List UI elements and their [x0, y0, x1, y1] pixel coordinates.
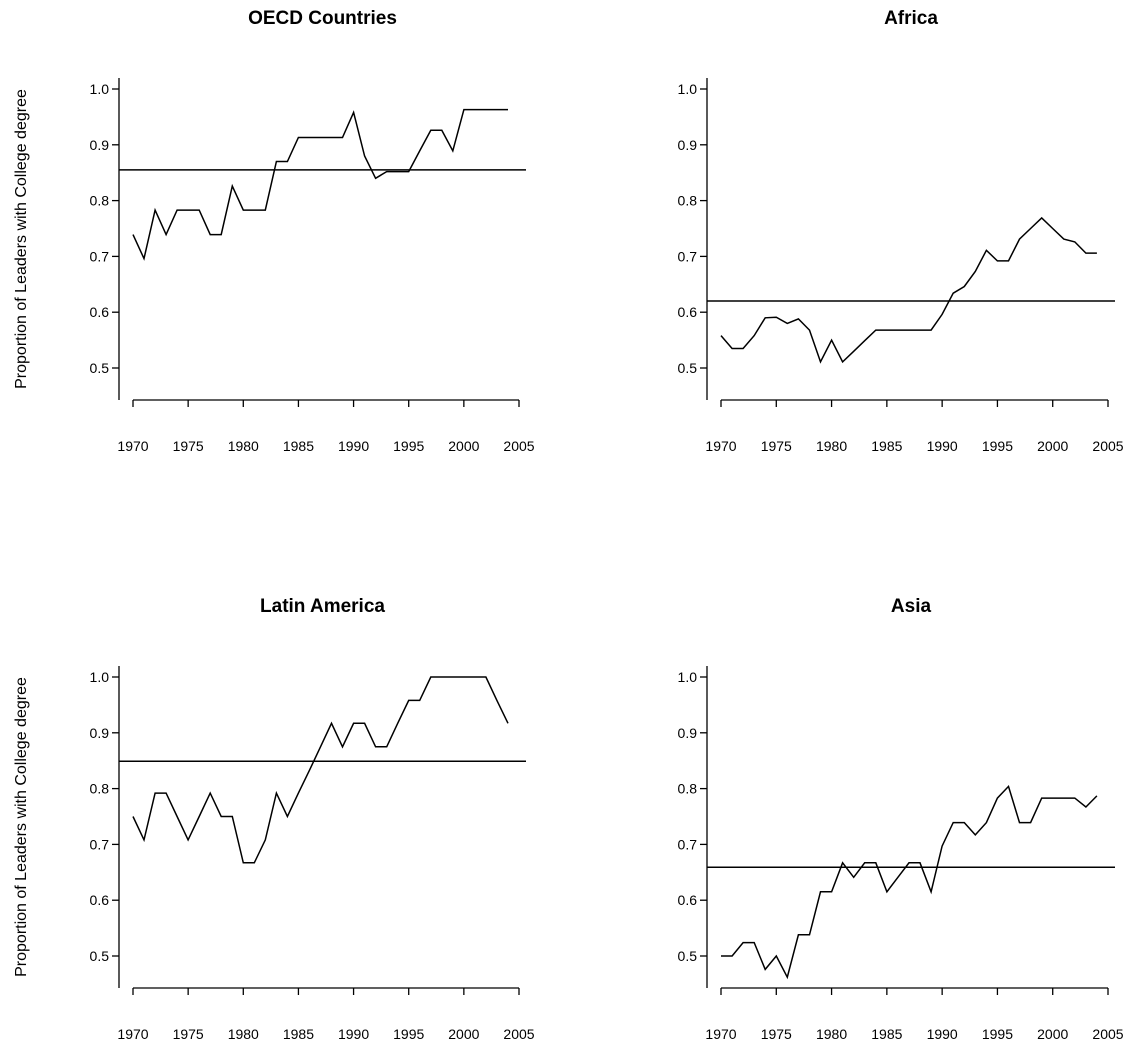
y-tick-label: 0.5 — [90, 948, 110, 964]
y-tick-label: 0.6 — [90, 304, 110, 320]
x-tick-label: 1990 — [338, 438, 369, 454]
chart-panel-0: OECD Countries Proportion of Leaders with… — [13, 8, 535, 454]
y-tick-label: 0.9 — [678, 137, 698, 153]
x-tick-label: 1990 — [927, 438, 958, 454]
x-tick-label: 2000 — [448, 1026, 479, 1042]
series-line-0 — [721, 784, 1098, 980]
x-tick-label: 1970 — [705, 438, 736, 454]
x-tick-label: 2005 — [503, 1026, 534, 1042]
y-tick-label: 1.0 — [678, 669, 698, 685]
series-line-0 — [720, 216, 1097, 364]
y-tick-label: 0.7 — [678, 248, 698, 264]
x-tick-label: 2005 — [1092, 438, 1123, 454]
x-tick-label: 1985 — [871, 438, 902, 454]
chart-title: Latin America — [260, 596, 385, 617]
y-axis-label: Proportion of Leaders with College degre… — [13, 677, 30, 977]
y-axis-label: Proportion of Leaders with College degre… — [13, 89, 30, 389]
x-tick-label: 1995 — [393, 1026, 424, 1042]
chart-panel-1: Africa 0.5 0.6 0.7 0.8 0.9 1.0 1970 1975 1980 1985… — [678, 8, 1124, 454]
chart-panel-3: Asia 0.5 0.6 0.7 0.8 0.9 1.0 1970 1975 1980 1985 19… — [678, 596, 1124, 1042]
y-tick-label: 0.9 — [90, 137, 110, 153]
y-tick-label: 0.7 — [678, 836, 698, 852]
x-tick-label: 2005 — [503, 438, 534, 454]
y-tick-label: 0.6 — [678, 304, 698, 320]
y-tick-label: 0.7 — [90, 248, 110, 264]
x-tick-label: 1995 — [393, 438, 424, 454]
y-tick-label: 0.8 — [678, 781, 698, 797]
series-line-0 — [132, 108, 508, 261]
x-tick-label: 2000 — [448, 438, 479, 454]
x-tick-label: 1975 — [173, 438, 204, 454]
y-tick-label: 0.8 — [678, 193, 698, 209]
y-tick-label: 0.9 — [678, 725, 698, 741]
x-tick-label: 1995 — [982, 438, 1013, 454]
y-tick-label: 0.9 — [90, 725, 110, 741]
x-tick-label: 1970 — [117, 1026, 148, 1042]
y-tick-label: 0.8 — [90, 781, 110, 797]
chart-title: Africa — [884, 8, 938, 29]
x-tick-label: 1985 — [871, 1026, 902, 1042]
x-tick-label: 2000 — [1037, 438, 1068, 454]
x-tick-label: 1980 — [816, 438, 847, 454]
y-tick-label: 1.0 — [90, 669, 110, 685]
x-tick-label: 1990 — [927, 1026, 958, 1042]
y-tick-label: 0.7 — [90, 836, 110, 852]
chart-panel-2: Latin America Proportion of Leaders with … — [13, 596, 535, 1042]
x-tick-label: 2000 — [1037, 1026, 1068, 1042]
x-tick-label: 1985 — [283, 1026, 314, 1042]
x-tick-label: 1990 — [338, 1026, 369, 1042]
chart-title: Asia — [891, 596, 932, 617]
x-tick-label: 1995 — [982, 1026, 1013, 1042]
y-tick-label: 0.5 — [90, 360, 110, 376]
x-tick-label: 1985 — [283, 438, 314, 454]
x-tick-label: 1980 — [816, 1026, 847, 1042]
x-tick-label: 1975 — [761, 1026, 792, 1042]
x-tick-label: 2005 — [1092, 1026, 1123, 1042]
y-tick-label: 0.5 — [678, 948, 698, 964]
x-tick-label: 1975 — [173, 1026, 204, 1042]
x-tick-label: 1970 — [705, 1026, 736, 1042]
series-line-0 — [132, 676, 509, 864]
y-tick-label: 1.0 — [678, 81, 698, 97]
y-tick-label: 0.5 — [678, 360, 698, 376]
y-tick-label: 0.6 — [678, 892, 698, 908]
y-tick-label: 1.0 — [90, 81, 110, 97]
x-tick-label: 1970 — [117, 438, 148, 454]
x-tick-label: 1980 — [228, 1026, 259, 1042]
x-tick-label: 1975 — [761, 438, 792, 454]
x-tick-label: 1980 — [228, 438, 259, 454]
y-tick-label: 0.8 — [90, 193, 110, 209]
y-tick-label: 0.6 — [90, 892, 110, 908]
chart-title: OECD Countries — [248, 8, 397, 29]
